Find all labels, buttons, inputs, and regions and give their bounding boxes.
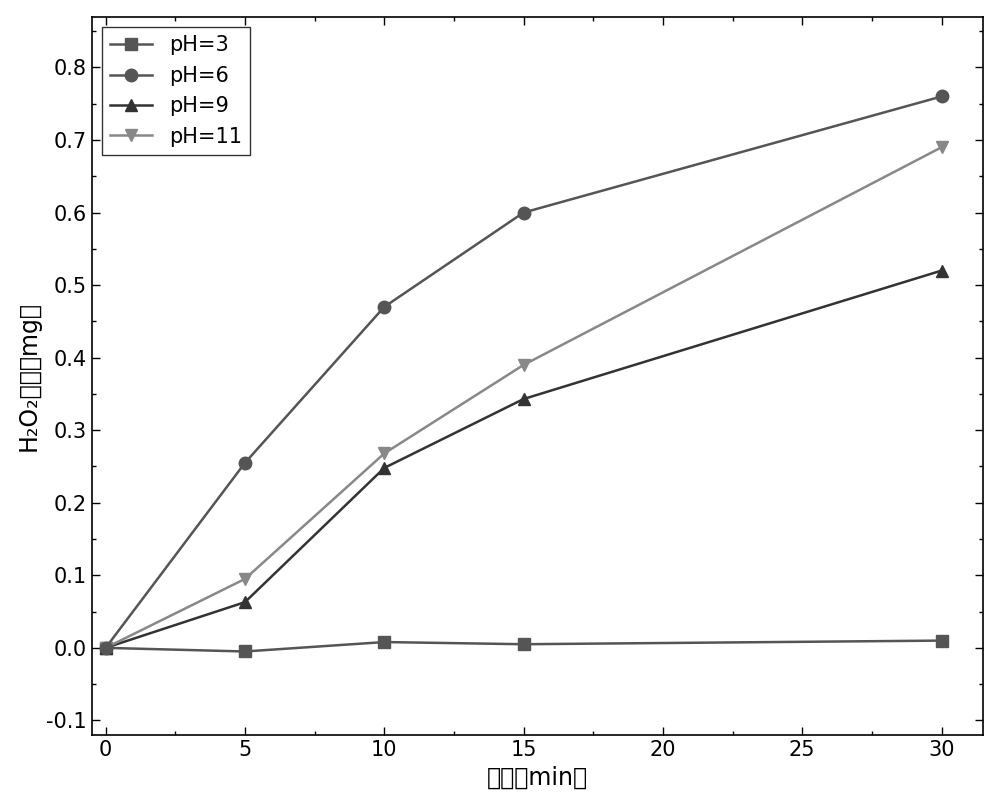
pH=9 [100,643,112,653]
pH=9 [518,394,530,404]
pH=6 [378,302,390,312]
pH=6 [239,458,251,467]
Line: pH=11: pH=11 [99,141,948,654]
pH=9 [378,463,390,473]
pH=11 [936,143,948,152]
Y-axis label: H₂O₂产量（mg）: H₂O₂产量（mg） [17,301,41,451]
pH=3 [378,638,390,647]
Line: pH=9: pH=9 [99,264,948,654]
pH=11 [378,449,390,459]
pH=11 [100,643,112,653]
pH=3 [518,639,530,649]
pH=6 [518,208,530,218]
pH=6 [100,643,112,653]
X-axis label: 时间（min）: 时间（min） [487,766,588,789]
pH=3 [239,646,251,656]
Line: pH=3: pH=3 [99,634,948,658]
Line: pH=6: pH=6 [99,90,948,654]
pH=6 [936,92,948,102]
pH=11 [518,360,530,370]
pH=3 [100,643,112,653]
pH=11 [239,574,251,584]
Legend: pH=3, pH=6, pH=9, pH=11: pH=3, pH=6, pH=9, pH=11 [102,27,250,155]
pH=9 [936,266,948,276]
pH=9 [239,597,251,607]
pH=3 [936,636,948,646]
